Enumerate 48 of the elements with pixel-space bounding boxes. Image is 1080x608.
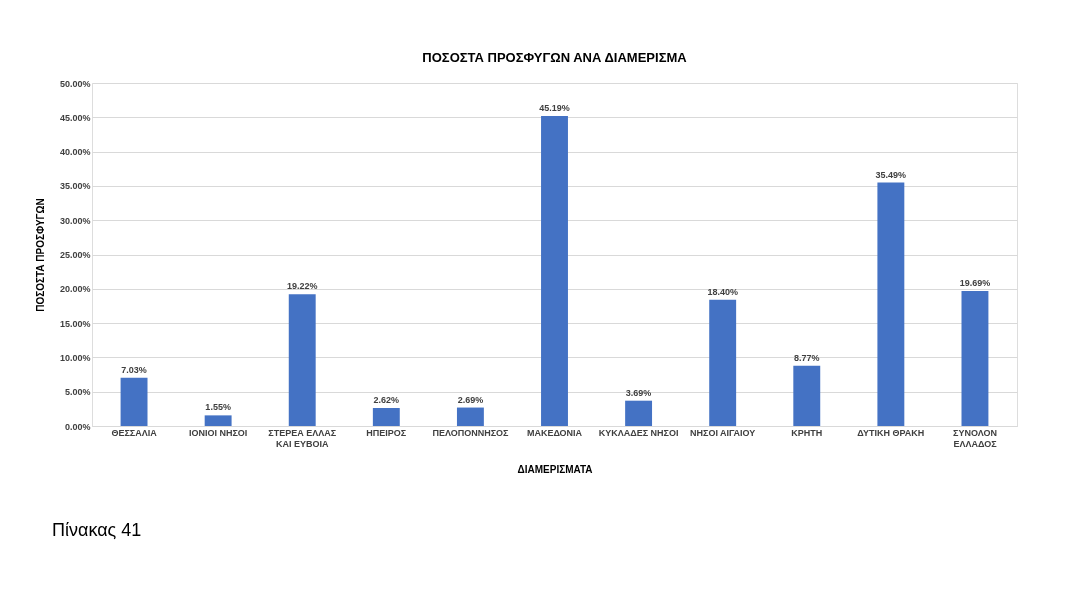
bar: [120, 377, 148, 426]
data-label: 2.62%: [373, 395, 400, 406]
y-tick-label: 50.00%: [59, 78, 91, 89]
data-label: 45.19%: [539, 103, 570, 113]
y-tick-label: 30.00%: [59, 215, 91, 226]
bar: [961, 290, 989, 426]
x-tick-label: ΔΥΤΙΚΗ ΘΡΑΚΗ: [857, 427, 925, 438]
data-label: 3.69%: [625, 387, 652, 398]
bar: [709, 299, 737, 426]
y-tick-label: 35.00%: [59, 181, 91, 192]
x-tick-label: ΗΠΕΙΡΟΣ: [366, 427, 407, 438]
data-label: 1.55%: [205, 402, 231, 413]
x-tick-label: ΙΟΝΙΟΙ ΝΗΣΟΙ: [188, 427, 248, 438]
data-label: 2.69%: [457, 394, 484, 405]
bar: [204, 415, 232, 426]
chart-title: ΠΟΣΟΣΤΑ ΠΡΟΣΦΥΓΩΝ ΑΝΑ ΔΙΑΜΕΡΙΣΜΑ: [422, 50, 688, 65]
bar: [456, 407, 484, 426]
bar: [541, 116, 568, 426]
data-label: 35.49%: [875, 169, 907, 180]
bar: [288, 294, 316, 426]
y-tick-label: 0.00%: [64, 421, 91, 432]
x-tick-label: ΠΕΛΟΠΟΝΝΗΣΟΣ: [432, 427, 510, 438]
x-tick-label: ΚΥΚΛΑΔΕΣ ΝΗΣΟΙ: [598, 427, 679, 438]
bar: [793, 365, 821, 426]
data-label: 8.77%: [794, 352, 820, 363]
x-tick-label: ΝΗΣΟΙ ΑΙΓΑΙΟΥ: [690, 427, 756, 438]
data-label: 19.69%: [959, 277, 991, 288]
bar: [625, 400, 653, 426]
x-tick-label: ΚΡΗΤΗ: [791, 427, 823, 438]
y-tick-label: 40.00%: [59, 147, 91, 158]
text: Πίνακας 41: [52, 520, 142, 540]
y-tick-label: 25.00%: [59, 250, 91, 260]
data-label: 7.03%: [121, 364, 147, 375]
bar: [877, 182, 905, 426]
y-tick-label: 10.00%: [59, 352, 91, 363]
x-tick-label: ΣΥΝΟΛΟΝ ΕΛΛΑΔΟΣ: [952, 427, 998, 449]
x-tick-label: ΣΤΕΡΕΑ ΕΛΛΑΣ ΚΑΙ ΕΥΒΟΙΑ: [268, 427, 337, 449]
x-tick-label: ΘΕΣΣΑΛΙΑ: [111, 427, 158, 438]
x-tick-label: ΜΑΚΕΔΟΝΙΑ: [526, 427, 583, 438]
data-label: 19.22%: [286, 281, 318, 292]
data-label: 18.40%: [707, 286, 738, 297]
y-tick-label: 45.00%: [59, 112, 91, 123]
y-tick-label: 5.00%: [64, 387, 91, 398]
y-tick-label: 15.00%: [59, 318, 91, 329]
y-axis-title: ΠΟΣΟΣΤΑ ΠΡΟΣΦΥΓΩΝ: [34, 198, 46, 312]
y-tick-label: 20.00%: [59, 284, 91, 295]
x-axis-title: ΔΙΑΜΕΡΙΣΜΑΤΑ: [517, 463, 593, 475]
bar: [372, 408, 400, 426]
